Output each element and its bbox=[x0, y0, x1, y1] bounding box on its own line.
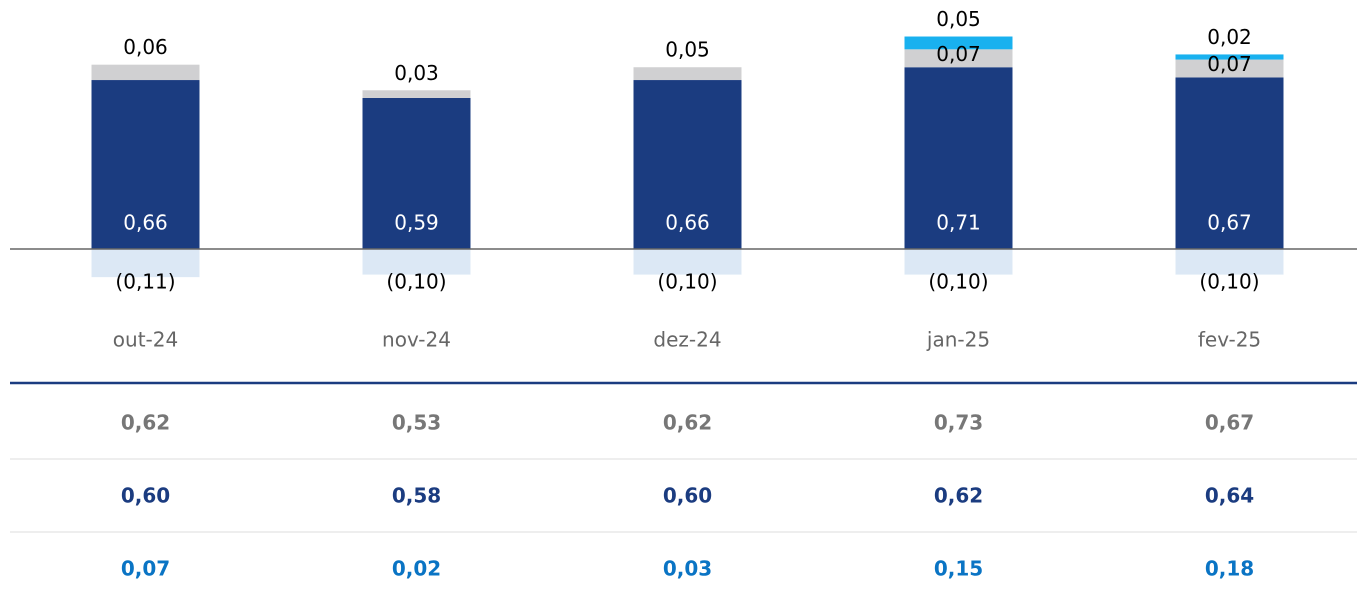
bar-segment bbox=[904, 49, 1013, 68]
x-tick-label: dez-24 bbox=[653, 328, 721, 352]
x-tick-label: fev-25 bbox=[1198, 328, 1261, 352]
value-label: 0,05 bbox=[665, 38, 710, 62]
bar-segment bbox=[633, 249, 742, 275]
table-cell: 0,03 bbox=[663, 557, 712, 581]
bar-segment bbox=[904, 249, 1013, 275]
bar-segment bbox=[362, 90, 471, 98]
x-tick-label: out-24 bbox=[113, 328, 178, 352]
table-cell: 0,53 bbox=[392, 411, 441, 435]
value-label: (0,10) bbox=[1199, 270, 1259, 294]
bar-segment bbox=[633, 67, 742, 81]
value-label: (0,10) bbox=[657, 270, 717, 294]
bar-segment bbox=[91, 80, 200, 249]
bar-segment bbox=[91, 249, 200, 278]
value-label: 0,66 bbox=[123, 211, 168, 235]
table-cell: 0,18 bbox=[1205, 557, 1254, 581]
bar-segment bbox=[1175, 249, 1284, 275]
table-cell: 0,62 bbox=[934, 484, 983, 508]
table-cell: 0,62 bbox=[121, 411, 170, 435]
value-label: 0,59 bbox=[394, 211, 439, 235]
table-cell: 0,73 bbox=[934, 411, 983, 435]
table-cell: 0,02 bbox=[392, 557, 441, 581]
value-label: 0,05 bbox=[936, 7, 981, 31]
bar-segment bbox=[904, 67, 1013, 250]
value-label: 0,07 bbox=[936, 42, 981, 66]
value-label: 0,07 bbox=[1207, 52, 1252, 76]
bar-segment bbox=[633, 80, 742, 249]
value-label: 0,03 bbox=[394, 61, 439, 85]
value-label: (0,10) bbox=[928, 270, 988, 294]
table-cell: 0,15 bbox=[934, 557, 983, 581]
value-label: 0,06 bbox=[123, 35, 168, 59]
bar-segment bbox=[1175, 59, 1284, 78]
value-label: 0,67 bbox=[1207, 211, 1252, 235]
bar-segment bbox=[1175, 77, 1284, 249]
bar-segment bbox=[91, 64, 200, 81]
value-label: (0,10) bbox=[386, 270, 446, 294]
table-cell: 0,62 bbox=[663, 411, 712, 435]
table-cell: 0,60 bbox=[663, 484, 712, 508]
table-cell: 0,58 bbox=[392, 484, 441, 508]
value-label: (0,11) bbox=[115, 270, 175, 294]
bar-segment bbox=[1175, 54, 1284, 60]
table-cell: 0,64 bbox=[1205, 484, 1254, 508]
bar-segment bbox=[362, 249, 471, 275]
table-cell: 0,60 bbox=[121, 484, 170, 508]
table-cell: 0,67 bbox=[1205, 411, 1254, 435]
bar-segment bbox=[362, 97, 471, 250]
bar-segment bbox=[904, 36, 1013, 50]
x-tick-label: jan-25 bbox=[926, 328, 990, 352]
x-tick-label: nov-24 bbox=[382, 328, 451, 352]
value-label: 0,02 bbox=[1207, 25, 1252, 49]
value-label: 0,66 bbox=[665, 211, 710, 235]
value-label: 0,71 bbox=[936, 211, 981, 235]
table-cell: 0,07 bbox=[121, 557, 170, 581]
